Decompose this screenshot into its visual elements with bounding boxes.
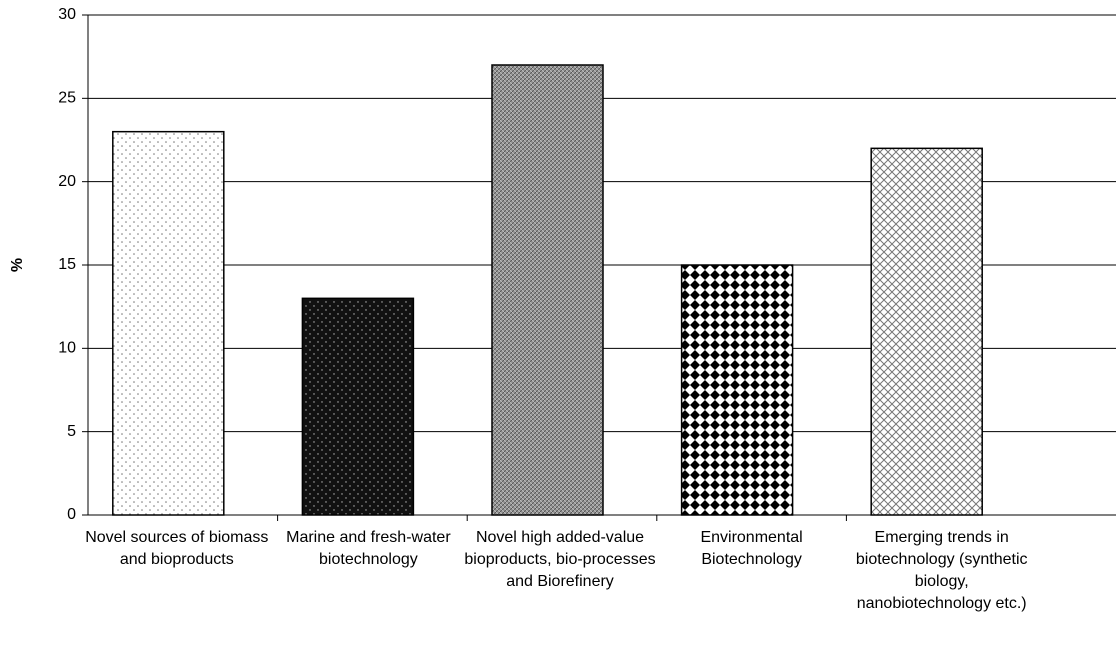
bar: [301, 297, 415, 516]
y-tick-label: 10: [58, 340, 76, 357]
bar: [112, 130, 225, 516]
bar: [491, 64, 604, 516]
y-tick-label: 20: [58, 173, 76, 190]
bar: [870, 147, 983, 516]
y-tick-label: 0: [67, 506, 76, 523]
x-tick-label: Novel sources of biomass and bioproducts: [85, 529, 269, 568]
x-tick-label: Novel high added-value bioproducts, bio-…: [464, 529, 656, 590]
x-tick-label: Environmental Biotechnology: [700, 529, 803, 568]
bar: [680, 264, 794, 516]
y-tick-label: 30: [58, 6, 76, 23]
x-tick-label: Emerging trends in biotechnology (synthe…: [855, 529, 1028, 612]
y-tick-label: 5: [67, 423, 76, 440]
x-tick-label: Marine and fresh-water biotechnology: [286, 529, 451, 568]
y-axis-label: %: [9, 258, 26, 272]
y-tick-label: 25: [58, 90, 76, 107]
y-tick-label: 15: [58, 256, 76, 273]
